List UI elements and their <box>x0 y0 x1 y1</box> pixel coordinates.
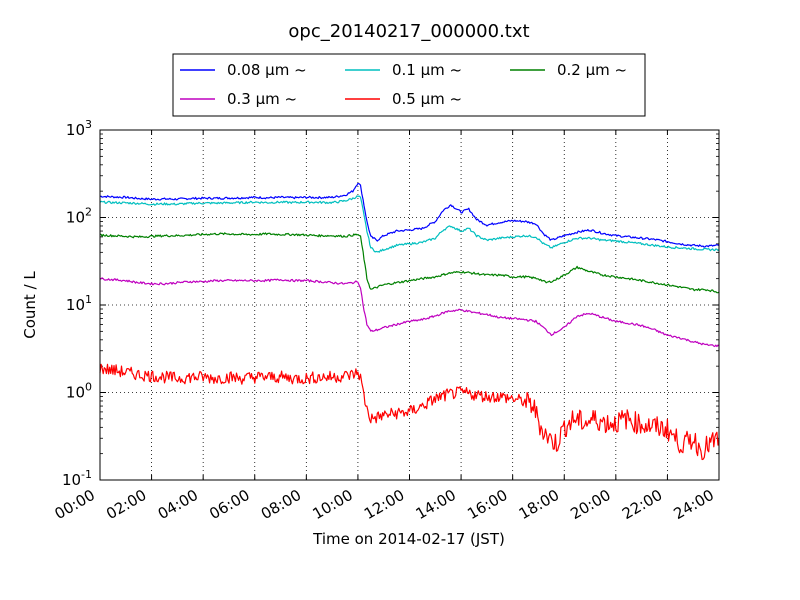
y-tick-label: 103 <box>66 118 92 139</box>
plot-frame <box>99 129 720 481</box>
x-tick-label: 20:00 <box>567 486 613 523</box>
x-tick-label: 02:00 <box>103 486 149 523</box>
plot-area: 00:00 02:00 04:00 06:00 08:00 10:00 12:00 14:00… <box>52 118 720 523</box>
x-tick-label: 22:00 <box>619 486 665 523</box>
x-tick-label: 12:00 <box>361 486 407 523</box>
legend-box <box>172 53 646 117</box>
x-tick-label: 00:00 <box>52 486 98 523</box>
x-tick-label: 14:00 <box>413 486 459 523</box>
plot-background <box>100 130 719 480</box>
x-tick-label: 16:00 <box>464 486 510 523</box>
x-tick-label: 04:00 <box>155 486 201 523</box>
legend-label-4: 0.5 μm ~ <box>392 90 462 108</box>
x-tick-label: 10:00 <box>309 486 355 523</box>
x-tick-label: 24:00 <box>671 486 717 523</box>
x-axis-label: Time on 2014-02-17 (JST) <box>312 530 505 548</box>
y-tick-label: 10-1 <box>62 468 92 489</box>
legend-label-0: 0.08 μm ~ <box>227 61 307 79</box>
y-tick-label: 102 <box>66 206 92 227</box>
x-tick-label: 18:00 <box>516 486 562 523</box>
x-tick-label: 06:00 <box>206 486 252 523</box>
y-axis-label: Count / L <box>21 271 39 339</box>
legend: 0.08 μm ~ 0.1 μm ~ 0.2 μm ~ 0.3 μm ~ 0.5 μm … <box>172 53 646 117</box>
series-line-3 <box>99 277 720 348</box>
y-tick-label: 101 <box>66 293 92 314</box>
legend-label-3: 0.3 μm ~ <box>227 90 297 108</box>
series-line-1 <box>99 195 720 253</box>
legend-label-2: 0.2 μm ~ <box>557 61 627 79</box>
y-tick-label: 100 <box>66 381 92 402</box>
x-tick-label: 08:00 <box>258 486 304 523</box>
chart-title: opc_20140217_000000.txt <box>288 21 529 42</box>
series-line-2 <box>99 232 720 294</box>
series-line-4 <box>99 363 720 461</box>
series-line-0 <box>99 182 720 248</box>
legend-label-1: 0.1 μm ~ <box>392 61 462 79</box>
